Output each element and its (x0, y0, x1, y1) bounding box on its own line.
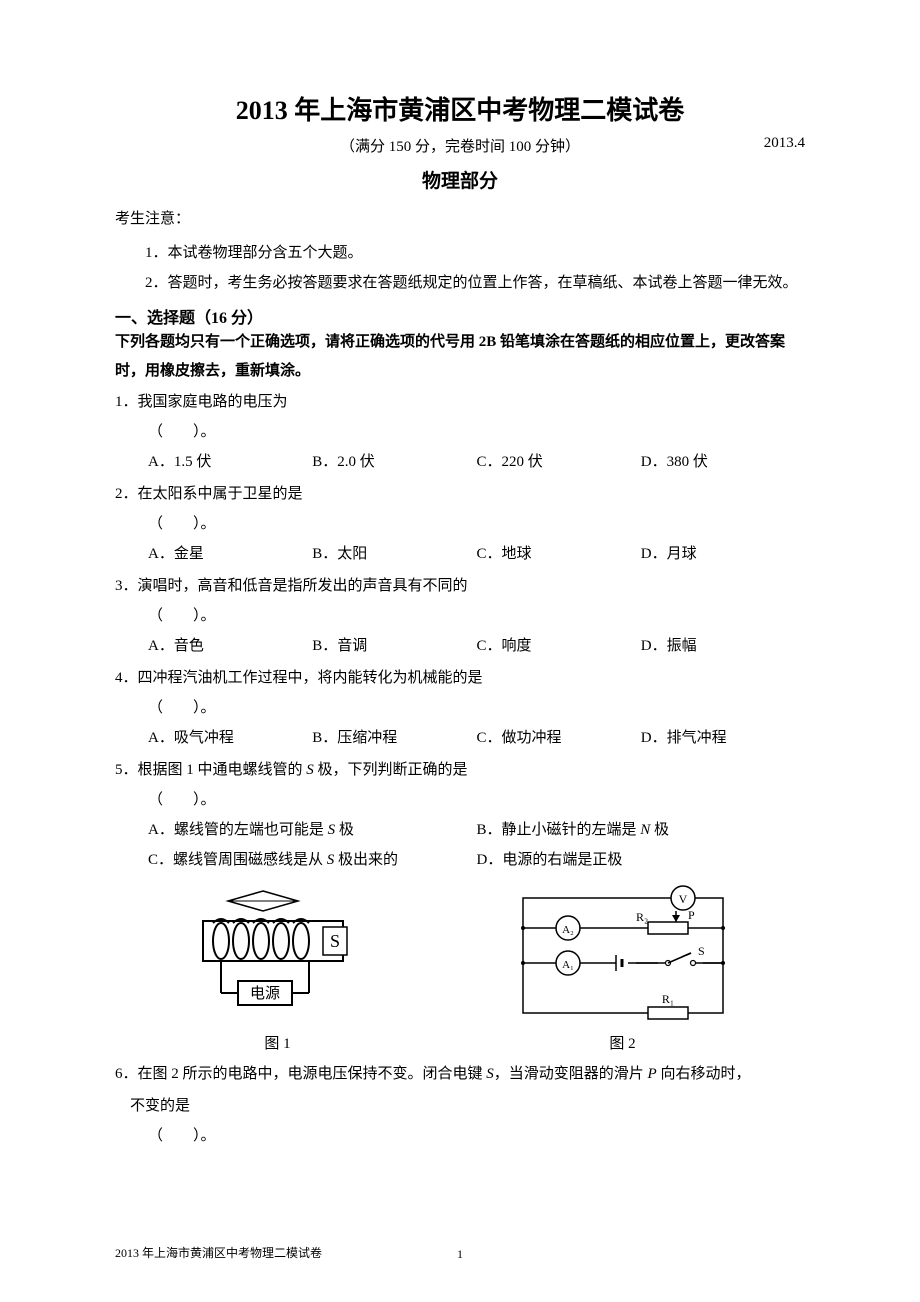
q3-paren: （ ）。 (148, 601, 805, 631)
q5-stem: 5．根据图 1 中通电螺线管的 S 极，下列判断正确的是 (115, 755, 805, 785)
q5-b-n: N (640, 822, 650, 838)
q4-opt-b: B．压缩冲程 (312, 723, 476, 753)
q1-stem: 1．我国家庭电路的电压为 (115, 387, 805, 417)
page-title: 2013 年上海市黄浦区中考物理二模试卷 (115, 90, 805, 127)
q2-opt-b: B．太阳 (312, 539, 476, 569)
q3-opt-b: B．音调 (312, 631, 476, 661)
q1-paren: （ ）。 (148, 417, 805, 447)
q5-a-s: S (328, 822, 336, 838)
exam-page: 2013 年上海市黄浦区中考物理二模试卷 （满分 150 分，完卷时间 100 … (0, 0, 920, 1302)
fig1-s-label: S (329, 931, 339, 951)
q6-stem-post: 向右移动时， (657, 1066, 751, 1082)
figure-1-diagram: S 电源 (183, 883, 373, 1028)
q4-opt-a: A．吸气冲程 (148, 723, 312, 753)
q2-opt-d: D．月球 (641, 539, 805, 569)
q6-line2: 不变的是 (115, 1091, 805, 1121)
q1-opt-b: B．2.0 伏 (312, 447, 476, 477)
notice-title: 考生注意： (115, 207, 805, 228)
fig2-s-label: S (698, 944, 705, 958)
q5-paren: （ ）。 (148, 785, 805, 815)
q1-opt-a: A．1.5 伏 (148, 447, 312, 477)
q5-b-post: 极 (650, 822, 669, 838)
subtitle-row: （满分 150 分，完卷时间 100 分钟） 2013.4 (115, 135, 805, 156)
section-heading: 物理部分 (115, 166, 805, 193)
q6-stem: 6．在图 2 所示的电路中，电源电压保持不变。闭合电键 S，当滑动变阻器的滑片 … (115, 1059, 805, 1089)
q5-stem-pre: 5．根据图 1 中通电螺线管的 (115, 762, 306, 778)
fig2-v-label: V (678, 892, 687, 906)
fig2-a1-label: A₁ (562, 959, 574, 971)
q2-paren: （ ）。 (148, 509, 805, 539)
q5-b-pre: B．静止小磁针的左端是 (477, 822, 641, 838)
q2-options: A．金星 B．太阳 C．地球 D．月球 (148, 539, 805, 569)
figure-2-diagram: V R₂ P A₂ A₁ (508, 883, 738, 1028)
q5-options: A．螺线管的左端也可能是 S 极 B．静止小磁针的左端是 N 极 C．螺线管周围… (148, 815, 805, 875)
fig1-power-label: 电源 (249, 985, 279, 1002)
q3-stem: 3．演唱时，高音和低音是指所发出的声音具有不同的 (115, 571, 805, 601)
q5-opt-d: D．电源的右端是正极 (477, 845, 806, 875)
q6-paren: （ ）。 (148, 1121, 805, 1151)
q3-opt-c: C．响度 (477, 631, 641, 661)
fig2-a2-label: A₂ (562, 924, 574, 936)
page-footer: 2013 年上海市黄浦区中考物理二模试卷 1 (115, 1244, 805, 1262)
fig2-r2-label: R₂ (636, 910, 648, 924)
q6-stem-p: P (648, 1066, 657, 1082)
q5-opt-b: B．静止小磁针的左端是 N 极 (477, 815, 806, 845)
q6-stem-s: S (486, 1066, 494, 1082)
q4-options: A．吸气冲程 B．压缩冲程 C．做功冲程 D．排气冲程 (148, 723, 805, 753)
q1-opt-d: D．380 伏 (641, 447, 805, 477)
q1-options: A．1.5 伏 B．2.0 伏 C．220 伏 D．380 伏 (148, 447, 805, 477)
q4-stem: 4．四冲程汽油机工作过程中，将内能转化为机械能的是 (115, 663, 805, 693)
q6-stem-pre: 6．在图 2 所示的电路中，电源电压保持不变。闭合电键 (115, 1066, 486, 1082)
q5-c-pre: C．螺线管周围磁感线是从 (148, 852, 327, 868)
q5-c-post: 极出来的 (334, 852, 398, 868)
q5-a-post: 极 (335, 822, 354, 838)
subtitle-text: （满分 150 分，完卷时间 100 分钟） (340, 139, 580, 155)
q5-a-pre: A．螺线管的左端也可能是 (148, 822, 328, 838)
figure-1-caption: 图 1 (264, 1032, 290, 1053)
fig2-p-label: P (688, 908, 695, 922)
q2-opt-a: A．金星 (148, 539, 312, 569)
figures-row: S 电源 图 1 V R₂ (115, 883, 805, 1053)
q4-opt-d: D．排气冲程 (641, 723, 805, 753)
q6-stem-mid: ，当滑动变阻器的滑片 (494, 1066, 648, 1082)
q5-stem-post: 极，下列判断正确的是 (314, 762, 468, 778)
q2-stem: 2．在太阳系中属于卫星的是 (115, 479, 805, 509)
figure-1-block: S 电源 图 1 (183, 883, 373, 1053)
section-1-instruction: 下列各题均只有一个正确选项，请将正确选项的代号用 2B 铅笔填涂在答题纸的相应位… (115, 328, 805, 385)
footer-text: 2013 年上海市黄浦区中考物理二模试卷 (115, 1246, 322, 1260)
q1-opt-c: C．220 伏 (477, 447, 641, 477)
q5-opt-a: A．螺线管的左端也可能是 S 极 (148, 815, 477, 845)
q5-stem-s: S (306, 762, 314, 778)
q3-opt-a: A．音色 (148, 631, 312, 661)
notice-item-1: 1．本试卷物理部分含五个大题。 (115, 238, 805, 268)
fig2-r1-label: R₁ (661, 992, 673, 1006)
section-1-title: 一、选择题（16 分） (115, 304, 805, 328)
q4-paren: （ ）。 (148, 693, 805, 723)
figure-2-block: V R₂ P A₂ A₁ (508, 883, 738, 1053)
q5-opt-c: C．螺线管周围磁感线是从 S 极出来的 (148, 845, 477, 875)
figure-2-caption: 图 2 (609, 1032, 635, 1053)
q3-options: A．音色 B．音调 C．响度 D．振幅 (148, 631, 805, 661)
q2-opt-c: C．地球 (477, 539, 641, 569)
notice-item-2: 2．答题时，考生务必按答题要求在答题纸规定的位置上作答，在草稿纸、本试卷上答题一… (115, 268, 805, 298)
exam-date: 2013.4 (764, 135, 805, 152)
q3-opt-d: D．振幅 (641, 631, 805, 661)
q4-opt-c: C．做功冲程 (477, 723, 641, 753)
